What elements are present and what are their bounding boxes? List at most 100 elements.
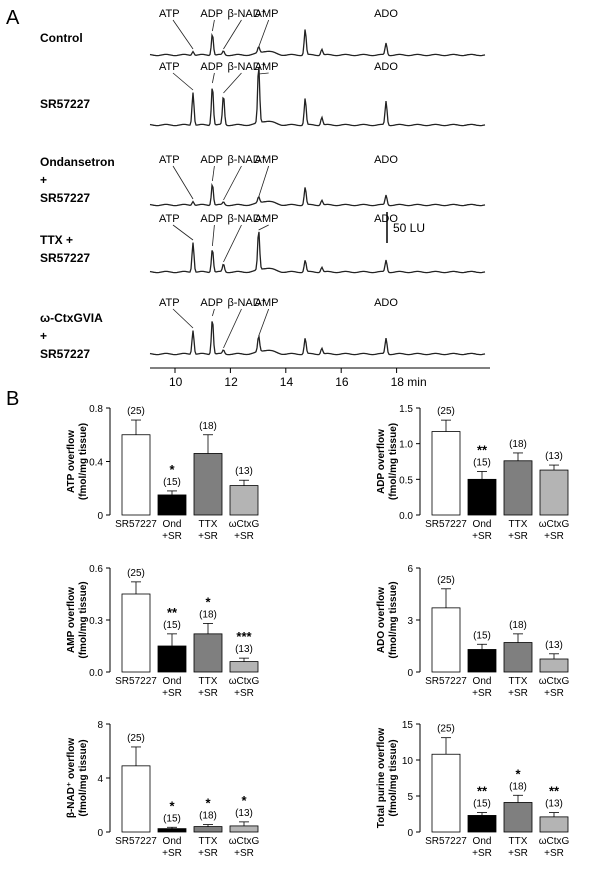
peak-label: ADP (200, 297, 223, 309)
significance-mark: ** (477, 442, 488, 457)
n-label: (25) (437, 575, 455, 586)
peak-marker-line (212, 72, 215, 84)
chromatogram-line (149, 182, 486, 207)
y-tick-label: 1.5 (399, 404, 413, 415)
significance-mark: * (515, 766, 521, 781)
y-tick-label: 8 (97, 720, 103, 731)
category-label: TTX (509, 676, 528, 687)
bar (539, 816, 569, 833)
y-tick-label: 0.0 (89, 668, 103, 679)
peak-label: ADO (374, 297, 398, 309)
peak-label: ATP (159, 61, 180, 73)
y-tick-label: 4 (97, 774, 103, 785)
y-axis-label: (fmol/mg tissue) (388, 581, 399, 658)
bar (431, 607, 461, 673)
n-label: (13) (545, 640, 563, 651)
peak-label: β-NAD⁺ (227, 213, 266, 225)
time-axis-tick-label: 14 (280, 375, 294, 389)
category-label: Ond (163, 519, 182, 530)
chromatogram-trace: ω-CtxGVIA + SR57227 ATP ADP β-NAD⁺AMP ADO (40, 297, 486, 361)
category-label: ωCtxG (539, 836, 570, 847)
peak-label: ADO (374, 8, 398, 20)
bar (503, 802, 533, 833)
peak-label: AMP (255, 297, 279, 309)
peak-marker-line (223, 165, 242, 201)
category-label: Ond (163, 836, 182, 847)
bar (121, 765, 151, 833)
category-label: +SR (198, 688, 218, 699)
y-axis-label: AMP overflow (66, 587, 77, 653)
peak-marker-line (223, 224, 242, 263)
peak-marker-line (258, 308, 270, 337)
bar (431, 753, 461, 833)
bar (193, 826, 223, 833)
peak-label: AMP (255, 61, 279, 73)
bar (229, 825, 259, 833)
chromatogram-trace: Control ATP ADP β-NAD⁺AMP ADO (40, 8, 486, 57)
peak-marker-line (172, 224, 194, 241)
bar (467, 815, 497, 833)
category-label: +SR (234, 531, 254, 542)
n-label: (13) (545, 799, 563, 810)
category-label: SR57227 (425, 519, 467, 530)
y-axis-label: ADP overflow (376, 429, 387, 494)
peak-label: ATP (159, 154, 180, 166)
bar (229, 485, 259, 516)
peak-marker-line (223, 308, 242, 349)
peak-marker-line (212, 308, 215, 317)
category-label: Ond (163, 676, 182, 687)
category-label: +SR (544, 848, 564, 859)
bar-chart: 0 4 8 β-NAD⁺ overflow (fmol/mg tissue) (25) SR… (66, 720, 260, 859)
peak-label: ADP (200, 61, 223, 73)
category-label: ωCtxG (229, 676, 260, 687)
n-label: (13) (235, 466, 253, 477)
trace-label: + (40, 329, 47, 343)
bar (503, 460, 533, 516)
bar (467, 478, 497, 516)
category-label: +SR (472, 688, 492, 699)
time-axis-tick-label: 10 (169, 375, 183, 389)
y-axis-label: β-NAD⁺ overflow (66, 738, 77, 818)
category-label: +SR (472, 848, 492, 859)
n-label: (25) (127, 733, 145, 744)
trace-label: + (40, 173, 47, 187)
category-label: TTX (199, 836, 218, 847)
significance-mark: * (205, 796, 211, 811)
y-tick-label: 0.0 (399, 511, 413, 522)
y-tick-label: 6 (407, 564, 413, 575)
peak-marker-line (258, 19, 270, 48)
bar (121, 593, 151, 673)
category-label: Ond (473, 836, 492, 847)
peak-marker-line (223, 72, 242, 94)
y-tick-label: 0.3 (89, 616, 103, 627)
n-label: (25) (437, 724, 455, 735)
peak-label: ATP (159, 297, 180, 309)
panel-a-label: A (6, 7, 20, 29)
n-label: (13) (545, 451, 563, 462)
chromatogram-line (149, 67, 486, 127)
y-tick-label: 0.8 (89, 404, 103, 415)
trace-label: SR57227 (40, 347, 90, 361)
peak-label: AMP (255, 154, 279, 166)
category-label: +SR (508, 848, 528, 859)
peak-label: β-NAD⁺ (227, 154, 266, 166)
category-label: +SR (162, 848, 182, 859)
chromatogram-line (149, 231, 486, 274)
category-label: SR57227 (115, 836, 157, 847)
n-label: (15) (163, 813, 181, 824)
n-label: (15) (163, 477, 181, 488)
y-tick-label: 0.6 (89, 564, 103, 575)
peak-label: β-NAD⁺ (227, 61, 266, 73)
bar (503, 642, 533, 673)
category-label: +SR (198, 531, 218, 542)
bar (431, 431, 461, 516)
bar (157, 645, 187, 673)
trace-label: SR57227 (40, 191, 90, 205)
n-label: (15) (473, 457, 491, 468)
y-axis-label: (fmol/mg tissue) (388, 739, 399, 816)
category-label: TTX (199, 519, 218, 530)
peak-label: β-NAD⁺ (227, 297, 266, 309)
